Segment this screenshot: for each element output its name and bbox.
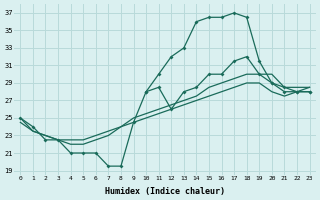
X-axis label: Humidex (Indice chaleur): Humidex (Indice chaleur) xyxy=(105,187,225,196)
